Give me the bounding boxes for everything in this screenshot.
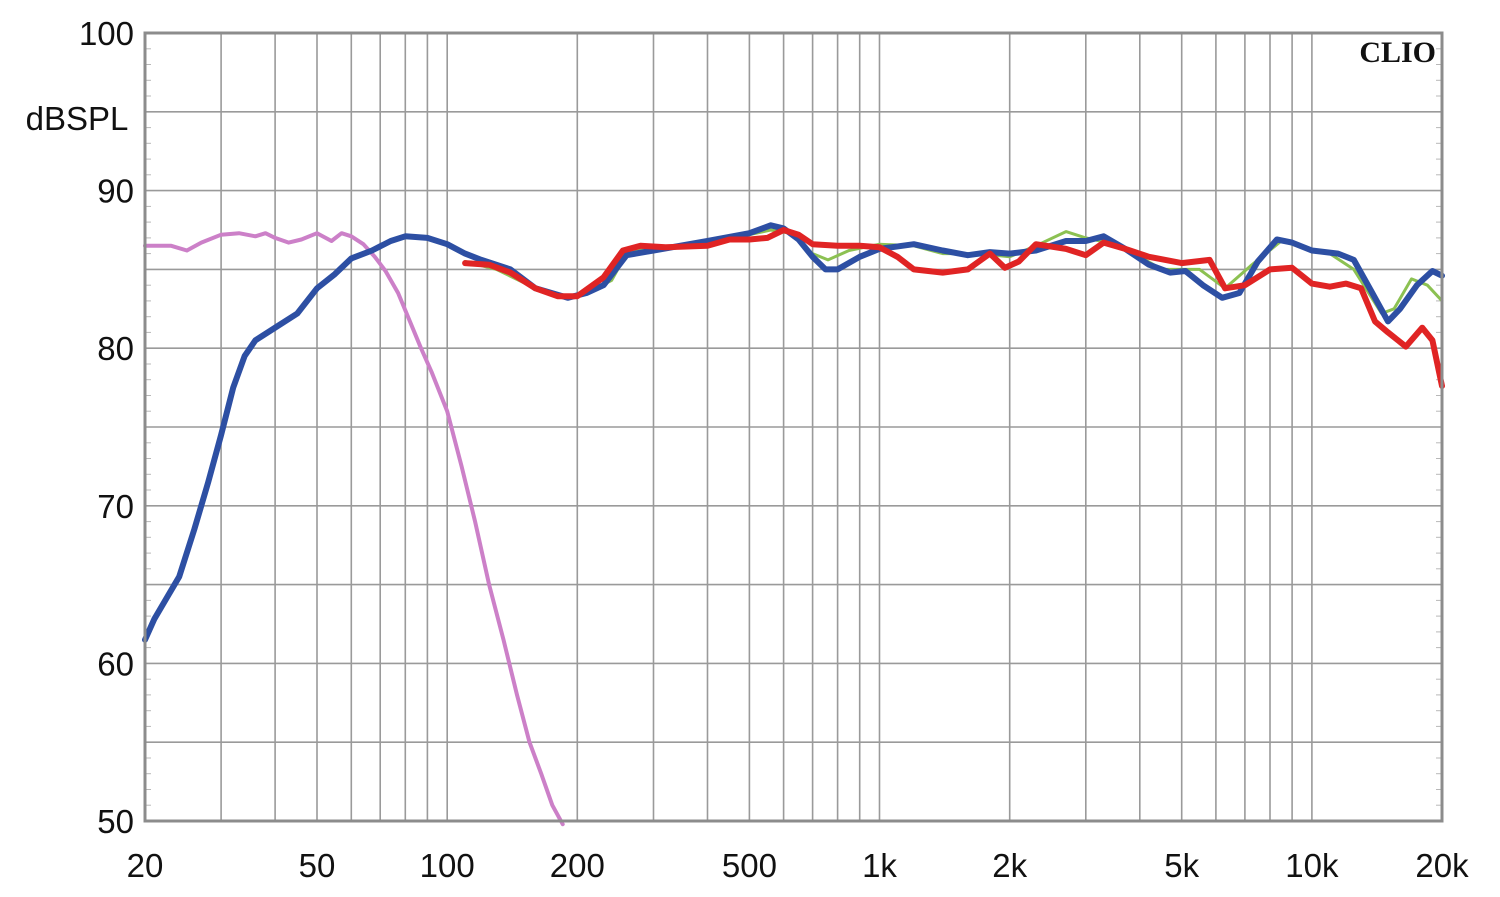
x-tick-label: 100 (420, 847, 475, 884)
x-tick-label: 2k (992, 847, 1027, 884)
brand-logo-text: CLIO (1359, 36, 1436, 69)
x-tick-label: 500 (722, 847, 777, 884)
series-group (142, 222, 1445, 827)
x-tick-label: 1k (862, 847, 897, 884)
y-tick-label: 100 (79, 15, 134, 52)
series-line-4 (462, 227, 1445, 389)
x-tick-label: 10k (1285, 847, 1339, 884)
y-tick-label: 60 (97, 645, 134, 682)
y-tick-label: 80 (97, 330, 134, 367)
x-tick-label: 5k (1164, 847, 1199, 884)
series-line-2 (143, 231, 565, 827)
series-line-3 (142, 222, 1445, 643)
plot-frame (143, 31, 1444, 823)
y-tick-label: 90 (97, 173, 134, 210)
x-tick-label: 50 (299, 847, 336, 884)
y-axis-ticks: 100 90 80 70 60 50 (79, 15, 134, 840)
y-tick-label: 70 (97, 488, 134, 525)
y-tick-label: 50 (97, 803, 134, 840)
grid (145, 33, 1442, 821)
x-tick-label: 20 (127, 847, 164, 884)
y-axis-label: dBSPL (26, 100, 129, 137)
x-axis-ticks: 20 50 100 200 500 1k 2k 5k 10k 20k (127, 847, 1469, 884)
x-tick-label: 200 (550, 847, 605, 884)
x-tick-label: 20k (1415, 847, 1469, 884)
